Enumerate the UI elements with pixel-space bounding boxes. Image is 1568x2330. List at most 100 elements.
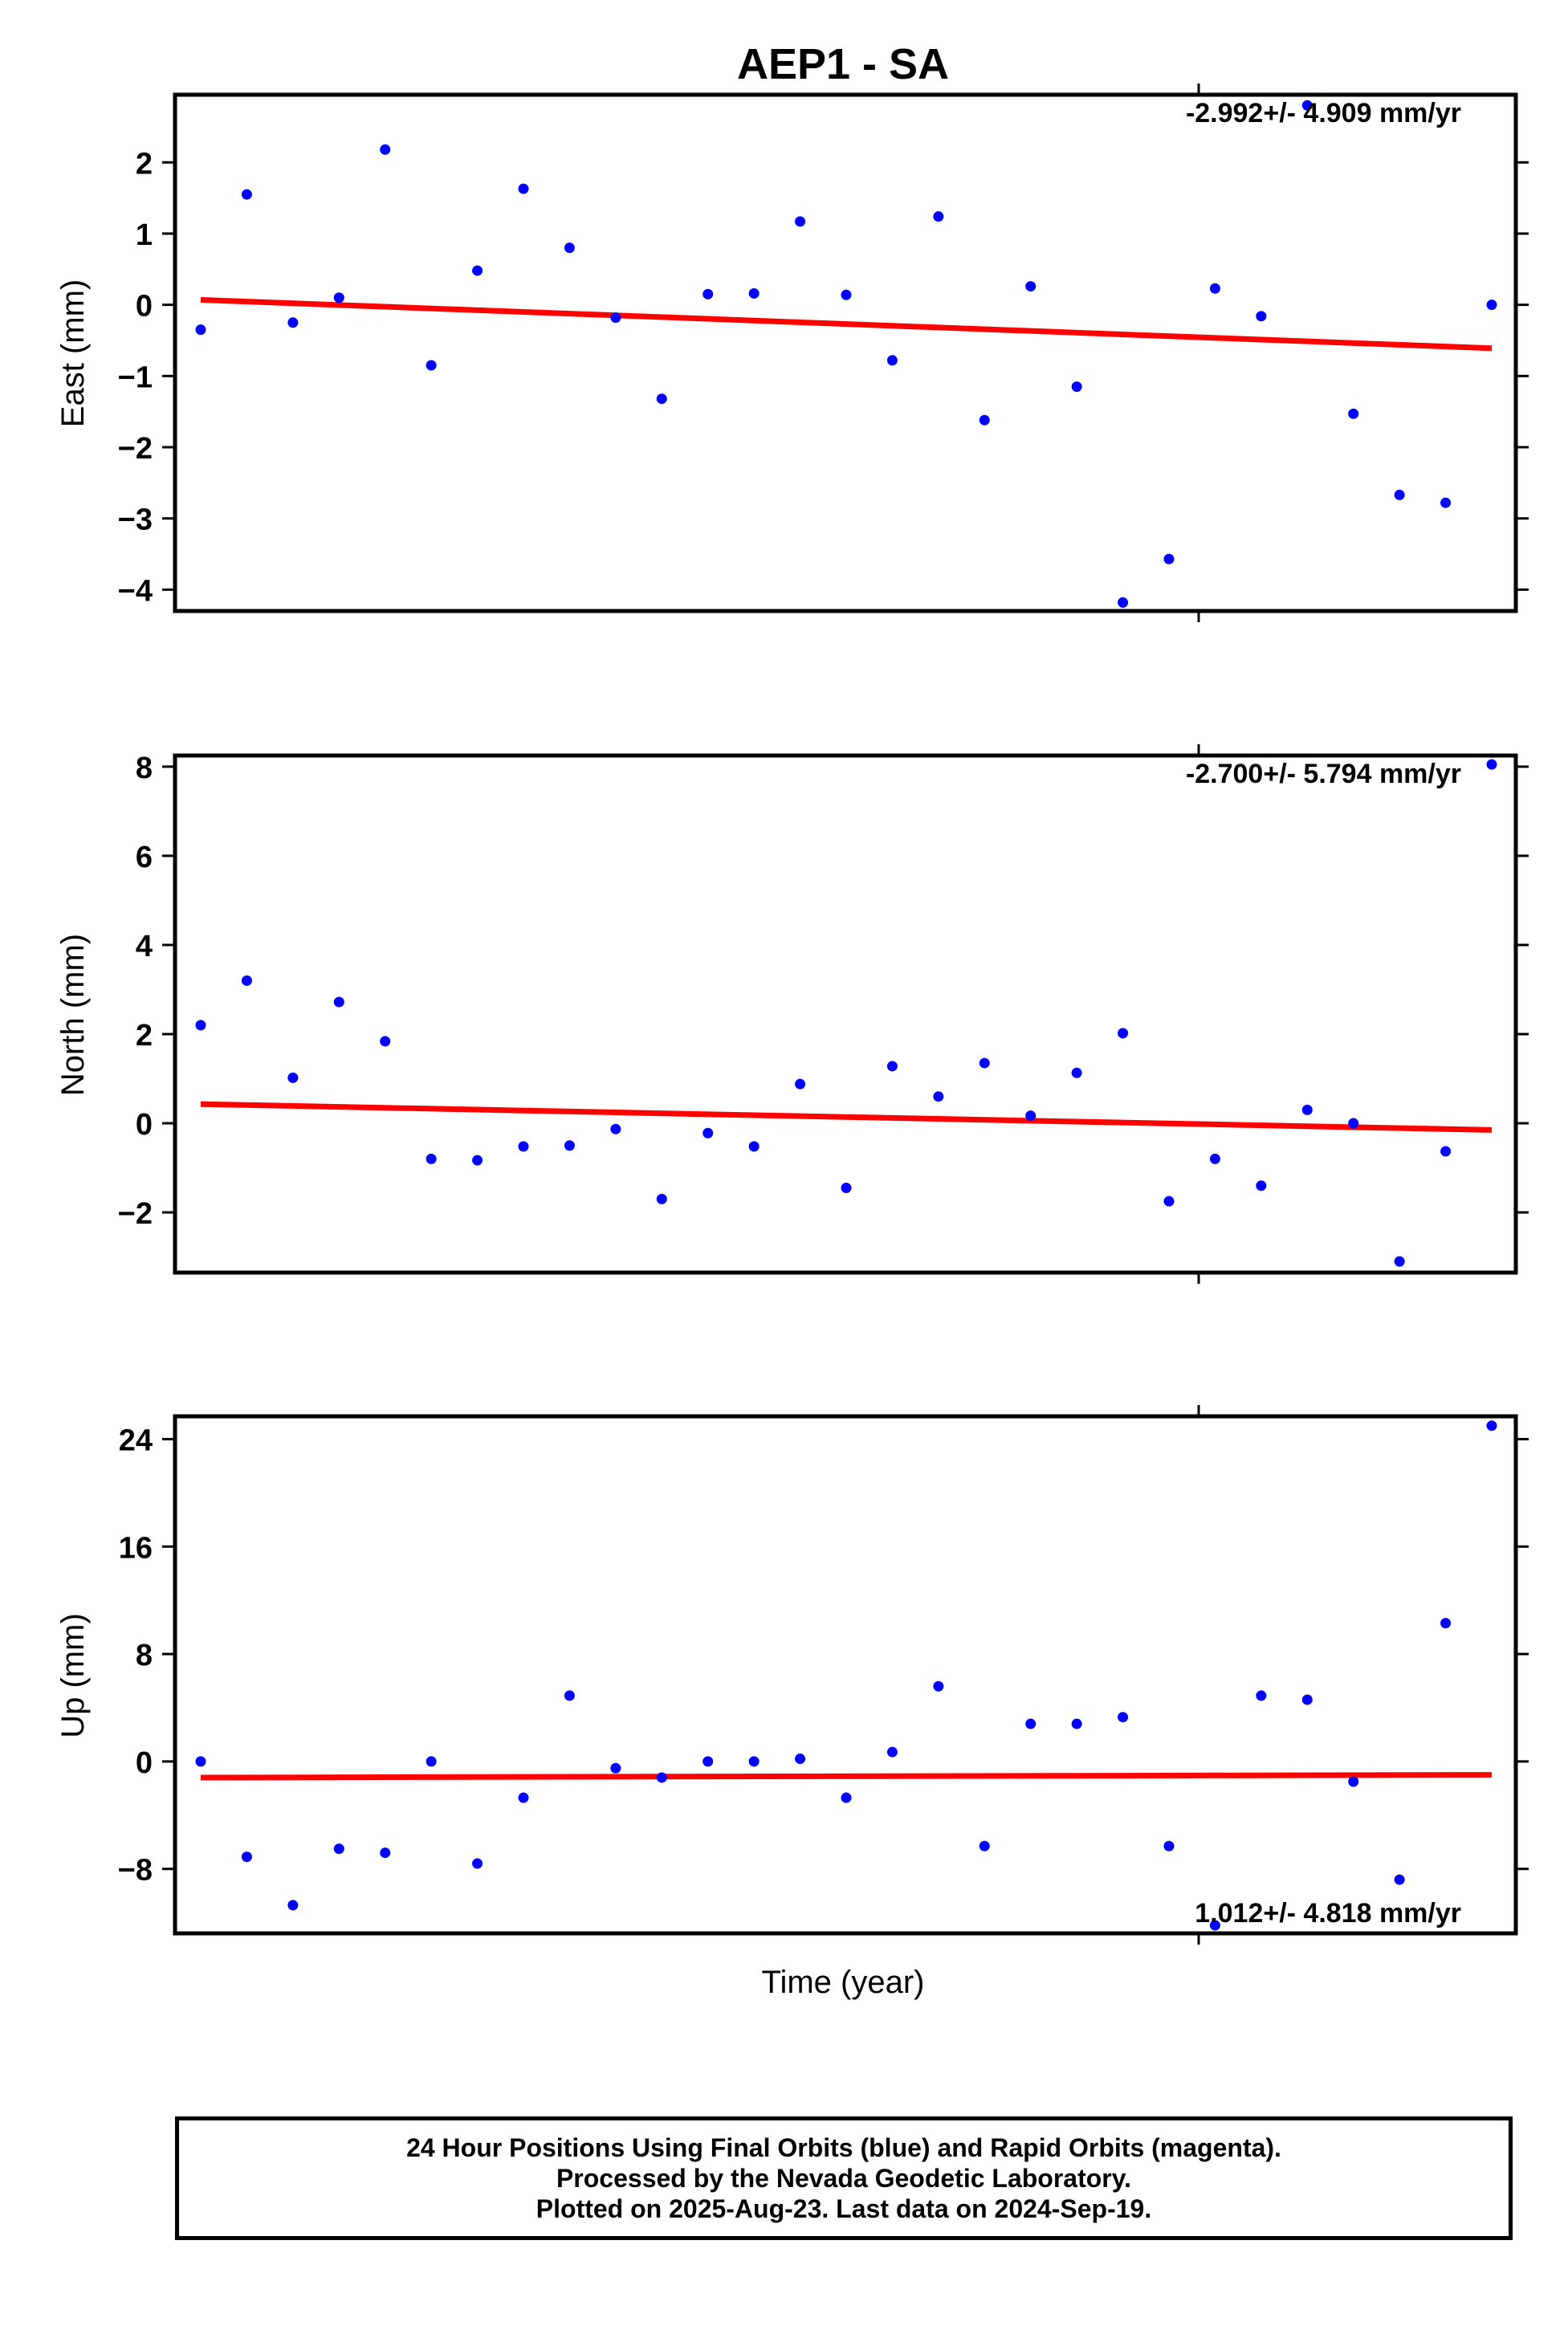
panel-frame-north	[173, 753, 1518, 1275]
rate-annotation-north: -2.700+/- 5.794 mm/yr	[1186, 759, 1461, 789]
x-axis-label: Time (year)	[762, 1965, 925, 2000]
data-point-north	[1025, 1110, 1037, 1122]
panel-north: 8 6 4 2 0 −2 North (mm) -2.700+/- 5.794 mm/yr	[55, 744, 1529, 1284]
y-tick-label-north: 4	[136, 930, 153, 963]
y-tick-label-north: 8	[136, 752, 153, 785]
data-point-north	[518, 1141, 529, 1152]
data-point-up	[703, 1756, 714, 1767]
data-point-north	[1209, 1153, 1220, 1164]
data-point-up	[979, 1840, 990, 1851]
data-point-east	[1486, 299, 1497, 311]
data-point-up	[1256, 1690, 1267, 1701]
data-point-east	[610, 312, 621, 324]
data-point-north	[426, 1153, 437, 1164]
data-point-up	[1025, 1718, 1037, 1729]
data-point-up	[795, 1754, 806, 1765]
data-point-north	[1163, 1196, 1175, 1207]
data-point-north	[333, 996, 344, 1008]
data-point-north	[1071, 1067, 1082, 1078]
data-point-north	[610, 1123, 621, 1134]
data-point-up	[841, 1792, 852, 1803]
y-tick-label-up: −8	[118, 1854, 153, 1888]
y-tick-label-north: −2	[118, 1197, 153, 1231]
y-tick-label-east: 2	[136, 147, 153, 181]
data-point-east	[1071, 381, 1082, 393]
footer-line-1: 24 Hour Positions Using Final Orbits (bl…	[406, 2133, 1281, 2162]
trend-line-up	[200, 1772, 1493, 1781]
data-point-east	[1348, 408, 1359, 419]
y-tick-label-east: −4	[118, 574, 153, 608]
data-point-north	[841, 1183, 852, 1194]
data-point-east	[656, 393, 667, 405]
panel-up: 24 16 8 0 −8 Up (mm) 1.012+/- 4.818 mm/yr	[55, 1405, 1529, 1945]
data-point-east	[564, 242, 575, 254]
trend-line-east	[200, 296, 1493, 352]
data-point-up	[241, 1851, 252, 1863]
data-point-up	[656, 1772, 667, 1783]
data-point-north	[1486, 759, 1497, 770]
panel-east: 2 1 0 −1 −2 −3 −4 East (mm) -2.992+/- 4.909 mm/y…	[55, 84, 1529, 622]
rate-annotation-east: -2.992+/- 4.909 mm/yr	[1186, 98, 1461, 128]
data-point-up	[748, 1756, 760, 1767]
data-point-east	[748, 287, 760, 299]
y-tick-label-up: 16	[119, 1531, 153, 1565]
trend-line-north	[200, 1101, 1493, 1133]
data-point-up	[518, 1792, 529, 1803]
data-point-east	[472, 265, 483, 276]
data-point-up	[564, 1690, 575, 1701]
data-point-east	[287, 317, 299, 328]
data-point-east	[933, 211, 944, 222]
y-tick-label-north: 2	[136, 1019, 153, 1053]
data-point-north	[795, 1078, 806, 1090]
data-point-north	[195, 1020, 206, 1031]
data-point-north	[380, 1036, 391, 1047]
data-point-north	[1256, 1180, 1267, 1191]
data-point-north	[748, 1141, 760, 1152]
data-point-up	[886, 1746, 898, 1758]
data-point-up	[1440, 1618, 1452, 1629]
data-point-east	[518, 183, 529, 194]
data-point-north	[241, 975, 252, 986]
data-point-up	[1163, 1840, 1175, 1851]
rate-annotation-up: 1.012+/- 4.818 mm/yr	[1195, 1898, 1461, 1929]
data-point-north	[886, 1061, 898, 1072]
y-tick-label-north: 6	[136, 841, 153, 874]
data-point-north	[1301, 1104, 1313, 1115]
data-point-up	[287, 1900, 299, 1911]
y-axis-label-up: Up (mm)	[55, 1613, 91, 1738]
data-point-east	[333, 292, 344, 303]
data-point-north	[1118, 1028, 1129, 1039]
data-point-up	[610, 1762, 621, 1774]
data-point-north	[703, 1127, 714, 1139]
data-point-up	[1394, 1874, 1405, 1885]
data-point-north	[472, 1155, 483, 1166]
footer-line-2: Processed by the Nevada Geodetic Laborat…	[556, 2164, 1132, 2193]
panel-frame-east	[173, 92, 1518, 613]
data-point-east	[703, 288, 714, 299]
panel-frame-up	[173, 1414, 1518, 1936]
chart-title: AEP1 - SA	[737, 40, 949, 88]
data-point-up	[333, 1843, 344, 1855]
data-point-up	[1486, 1420, 1497, 1432]
y-tick-label-north: 0	[136, 1108, 153, 1142]
y-axis-label-east: East (mm)	[55, 279, 91, 427]
data-point-up	[1348, 1776, 1359, 1787]
data-point-north	[933, 1091, 944, 1102]
data-point-north	[656, 1193, 667, 1204]
y-tick-label-up: 24	[119, 1424, 153, 1457]
data-point-east	[1394, 489, 1405, 500]
data-point-east	[1440, 497, 1452, 508]
y-tick-label-east: −1	[118, 360, 153, 394]
data-point-up	[472, 1858, 483, 1869]
y-tick-label-up: 0	[136, 1746, 153, 1780]
data-point-up	[933, 1680, 944, 1692]
data-point-east	[1256, 311, 1267, 322]
data-point-north	[287, 1072, 299, 1083]
data-point-north	[979, 1057, 990, 1069]
data-point-east	[241, 189, 252, 200]
y-tick-label-east: 1	[136, 218, 153, 252]
y-tick-label-east: −3	[118, 503, 153, 537]
y-tick-label-up: 8	[136, 1639, 153, 1672]
data-point-up	[380, 1847, 391, 1859]
